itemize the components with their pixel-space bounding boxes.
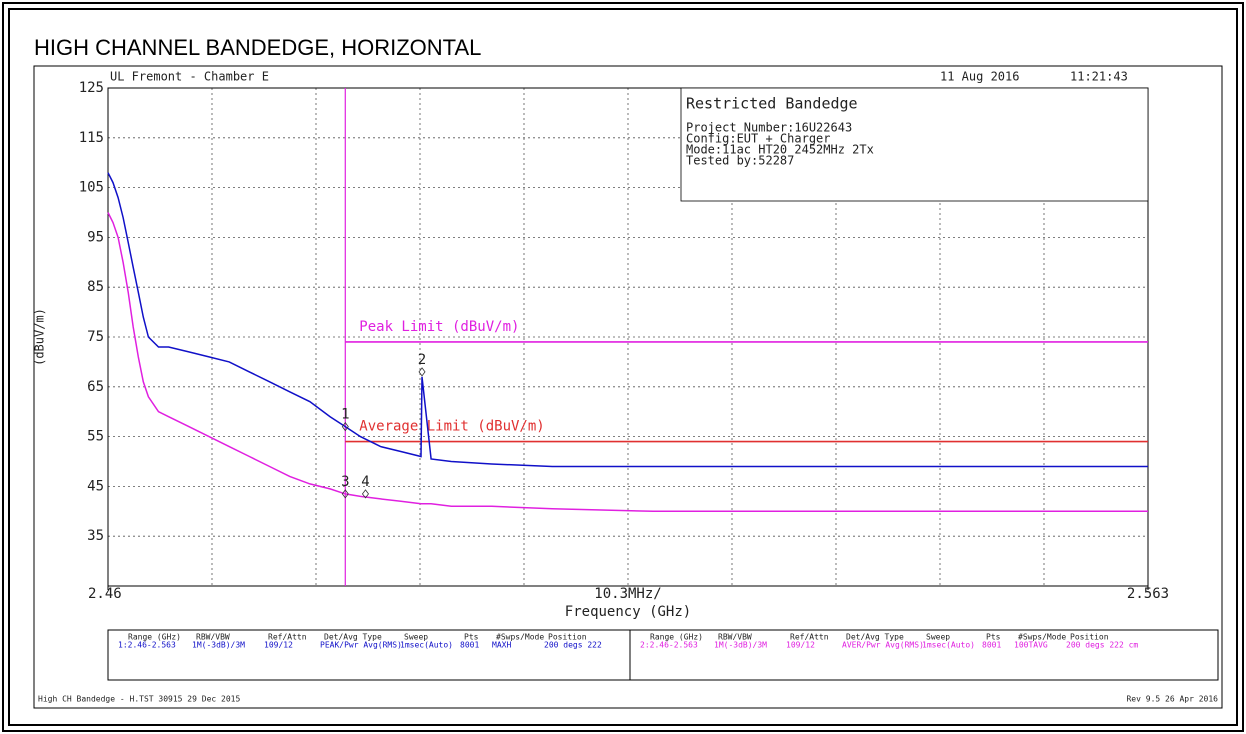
settings-value: 8001	[982, 641, 1001, 650]
settings-value: 200 degs 222	[544, 641, 602, 650]
limit-label: Peak Limit (dBuV/m)	[359, 319, 519, 335]
plot-page	[33, 65, 1223, 709]
settings-value: 1M(-3dB)/3M	[192, 641, 245, 650]
settings-header: Position	[548, 633, 587, 642]
info-box	[680, 87, 1149, 202]
marker	[341, 421, 349, 432]
x-span-label: 10.3MHz/	[594, 586, 661, 602]
x-tick-label: 2.46	[88, 586, 122, 602]
settings-header: Ref/Attn	[268, 633, 307, 642]
marker-label: 1	[341, 407, 349, 423]
x-tick-label: 2.563	[1127, 586, 1169, 602]
trace	[107, 212, 1148, 513]
y-tick-label: 105	[79, 180, 104, 196]
marker	[341, 489, 349, 499]
marker-label: 3	[341, 474, 349, 490]
footer-right: Rev 9.5 26 Apr 2016	[1126, 695, 1218, 704]
marker-label: 4	[361, 474, 369, 490]
settings-header: #Swps/Mode	[1018, 633, 1066, 642]
settings-value: 100TAVG	[1014, 641, 1048, 650]
y-tick-label: 35	[87, 528, 104, 544]
settings-header: RBW/VBW	[718, 633, 752, 642]
info-line: Mode:11ac HT20 2452MHz 2Tx	[686, 143, 874, 157]
info-line: Project Number:16U22643	[686, 121, 852, 135]
y-tick-label: 85	[87, 279, 104, 295]
settings-header: Range (GHz)	[128, 633, 181, 642]
inner-frame	[8, 8, 1238, 726]
y-tick-label: 55	[87, 429, 104, 445]
settings-value: 1msec(Auto)	[400, 641, 453, 650]
y-tick-label: 95	[87, 229, 104, 245]
info-line: Tested by:52287	[686, 154, 794, 168]
y-tick-label: 115	[79, 130, 104, 146]
settings-value: 1:2.46-2.563	[118, 641, 176, 650]
settings-header: Sweep	[404, 633, 428, 642]
settings-header: Ref/Attn	[790, 633, 829, 642]
settings-header: Det/Avg Type	[846, 633, 904, 642]
settings-header: #Swps/Mode	[496, 633, 544, 642]
y-axis-label: (dBuV/m)	[33, 308, 47, 366]
settings-header: Det/Avg Type	[324, 633, 382, 642]
plot-frame	[107, 87, 1149, 587]
settings-header: RBW/VBW	[196, 633, 230, 642]
trace	[107, 172, 1148, 468]
settings-value: 200 degs 222 cm	[1066, 641, 1138, 650]
x-axis-label: Frequency (GHz)	[565, 604, 691, 620]
y-tick-label: 75	[87, 329, 104, 345]
date: 11 Aug 2016	[940, 70, 1019, 84]
settings-value: 109/12	[786, 641, 815, 650]
settings-header: Pts	[464, 633, 479, 642]
chart-title: HIGH CHANNEL BANDEDGE, HORIZONTAL	[34, 35, 481, 60]
settings-value: 8001	[460, 641, 479, 650]
y-tick-label: 65	[87, 379, 104, 395]
settings-header: Range (GHz)	[650, 633, 703, 642]
settings-header: Position	[1070, 633, 1109, 642]
info-line: Config:EUT + Charger	[686, 132, 831, 146]
info-heading: Restricted Bandedge	[686, 95, 858, 113]
settings-header: Pts	[986, 633, 1001, 642]
settings-value: MAXH	[492, 641, 511, 650]
settings-value: 2:2.46-2.563	[640, 641, 698, 650]
marker-label: 2	[418, 352, 426, 368]
settings-value: 1msec(Auto)	[922, 641, 975, 650]
settings-value: 1M(-3dB)/3M	[714, 641, 767, 650]
y-tick-label: 45	[87, 478, 104, 494]
y-tick-label: 125	[79, 80, 104, 96]
time: 11:21:43	[1070, 70, 1128, 84]
settings-value: AVER/Pwr Avg(RMS)	[842, 641, 924, 650]
marker	[418, 367, 426, 377]
limit-label: Average Limit (dBuV/m)	[359, 419, 544, 435]
marker	[361, 489, 369, 499]
settings-value: PEAK/Pwr Avg(RMS)	[320, 641, 402, 650]
settings-box	[107, 629, 1219, 681]
site: UL Fremont - Chamber E	[110, 70, 269, 84]
settings-value: 109/12	[264, 641, 293, 650]
footer-left: High CH Bandedge - H.TST 30915 29 Dec 20…	[38, 695, 240, 704]
settings-header: Sweep	[926, 633, 950, 642]
